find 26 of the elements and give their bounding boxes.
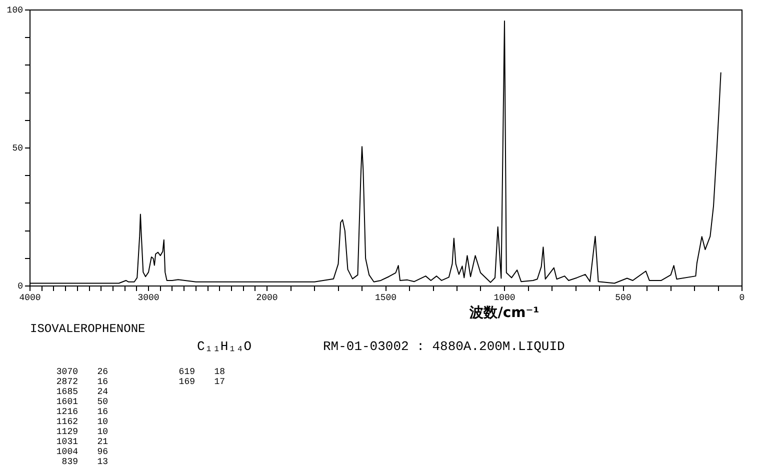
text: ISOVALEROPHENONE <box>30 322 146 336</box>
x-tick-label: 500 <box>615 292 632 303</box>
x-tick-label: 2000 <box>256 292 278 303</box>
text: 1129 10 <box>56 427 108 437</box>
x-tick-label: 0 <box>739 292 745 303</box>
x-tick-label: 3000 <box>138 292 160 303</box>
y-tick-label: 100 <box>6 5 23 16</box>
text: 1004 96 <box>56 447 108 457</box>
text: 1685 24 <box>56 387 108 397</box>
text: 2872 16 <box>56 377 108 387</box>
text: 3070 26 <box>56 367 108 377</box>
x-tick-label: 4000 <box>19 292 41 303</box>
y-tick-label: 0 <box>18 281 23 292</box>
x-axis-title: 波数/cm⁻¹ <box>468 305 540 322</box>
text: 1601 50 <box>56 397 108 407</box>
text: 1216 16 <box>56 407 108 417</box>
text: 619 18 <box>178 367 225 377</box>
text: 1162 10 <box>56 417 108 427</box>
y-tick-label: 50 <box>12 143 23 154</box>
x-tick-label: 1000 <box>494 292 516 303</box>
text: RM-01-03002 : 4880A.200M.LIQUID <box>323 339 565 354</box>
x-tick-label: 1500 <box>374 292 397 303</box>
text: 839 13 <box>62 457 108 467</box>
text: 169 17 <box>178 377 225 387</box>
text: 1031 21 <box>56 437 108 447</box>
text: C₁₁H₁₄O <box>197 339 252 354</box>
